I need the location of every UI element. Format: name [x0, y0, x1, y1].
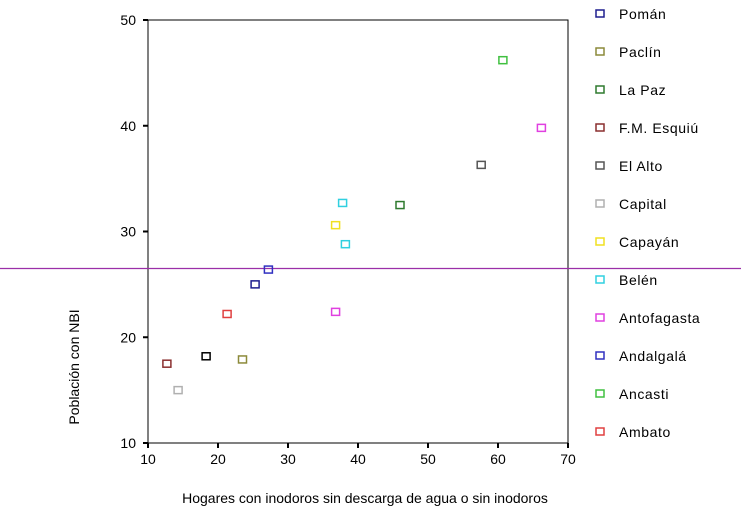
- y-tick-label: 50: [120, 12, 136, 28]
- data-point: [536, 123, 547, 133]
- data-point: [201, 352, 211, 361]
- data-point: [162, 359, 172, 368]
- legend-marker: [595, 123, 605, 132]
- legend: Pomán Paclín La Paz F.M. Esquiú El Alto Capit…: [595, 6, 700, 440]
- legend-marker: [595, 427, 605, 436]
- data-point: [498, 55, 508, 65]
- legend-label: Capital: [619, 196, 667, 212]
- legend-label: Capayán: [619, 234, 679, 250]
- legend-marker: [595, 351, 605, 360]
- data-point: [237, 355, 248, 364]
- legend-label: Pomán: [619, 6, 666, 22]
- legend-label: Ancasti: [619, 386, 669, 402]
- data-point: [340, 239, 351, 249]
- x-tick-label: 50: [420, 451, 436, 467]
- data-point: [250, 280, 260, 289]
- legend-label: Antofagasta: [619, 310, 700, 326]
- x-tick-label: 60: [490, 451, 506, 467]
- plot-area: [147, 19, 569, 444]
- x-tick-label: 70: [560, 451, 576, 467]
- legend-marker: [595, 85, 605, 94]
- legend-label: F.M. Esquiú: [619, 120, 699, 136]
- y-axis: 10 20 30 40 50: [120, 12, 148, 451]
- y-tick-label: 30: [120, 224, 136, 240]
- plot-area-group: [147, 19, 569, 444]
- legend-label: Paclín: [619, 44, 662, 60]
- legend-marker: [595, 389, 605, 398]
- y-axis-title: Población con NBI: [66, 309, 82, 424]
- data-point: [263, 265, 274, 274]
- legend-marker: [595, 275, 605, 284]
- legend-label: Andalgalá: [619, 348, 687, 364]
- y-tick-label: 40: [120, 118, 136, 134]
- x-axis: 10 20 30 40 50 60 70: [140, 443, 576, 467]
- legend-label: El Alto: [619, 158, 663, 174]
- data-point: [173, 385, 183, 395]
- legend-label: Belén: [619, 272, 658, 288]
- data-point: [330, 220, 341, 230]
- data-point: [222, 309, 232, 319]
- data-point: [395, 200, 405, 210]
- legend-marker: [595, 237, 605, 246]
- x-tick-label: 30: [280, 451, 296, 467]
- x-tick-label: 10: [140, 451, 156, 467]
- legend-marker: [595, 47, 605, 56]
- legend-label: La Paz: [619, 82, 666, 98]
- legend-label: Ambato: [619, 424, 671, 440]
- legend-marker: [595, 161, 605, 170]
- x-tick-label: 20: [210, 451, 226, 467]
- data-points: [162, 55, 547, 395]
- x-tick-label: 40: [350, 451, 366, 467]
- legend-marker: [595, 313, 605, 322]
- legend-marker: [595, 199, 605, 208]
- data-point: [337, 198, 348, 208]
- y-tick-label: 20: [120, 329, 136, 345]
- data-point: [330, 307, 341, 317]
- data-point: [476, 160, 486, 170]
- y-tick-label: 10: [120, 435, 136, 451]
- legend-marker: [595, 9, 605, 18]
- x-axis-title: Hogares con inodoros sin descarga de agu…: [182, 490, 548, 506]
